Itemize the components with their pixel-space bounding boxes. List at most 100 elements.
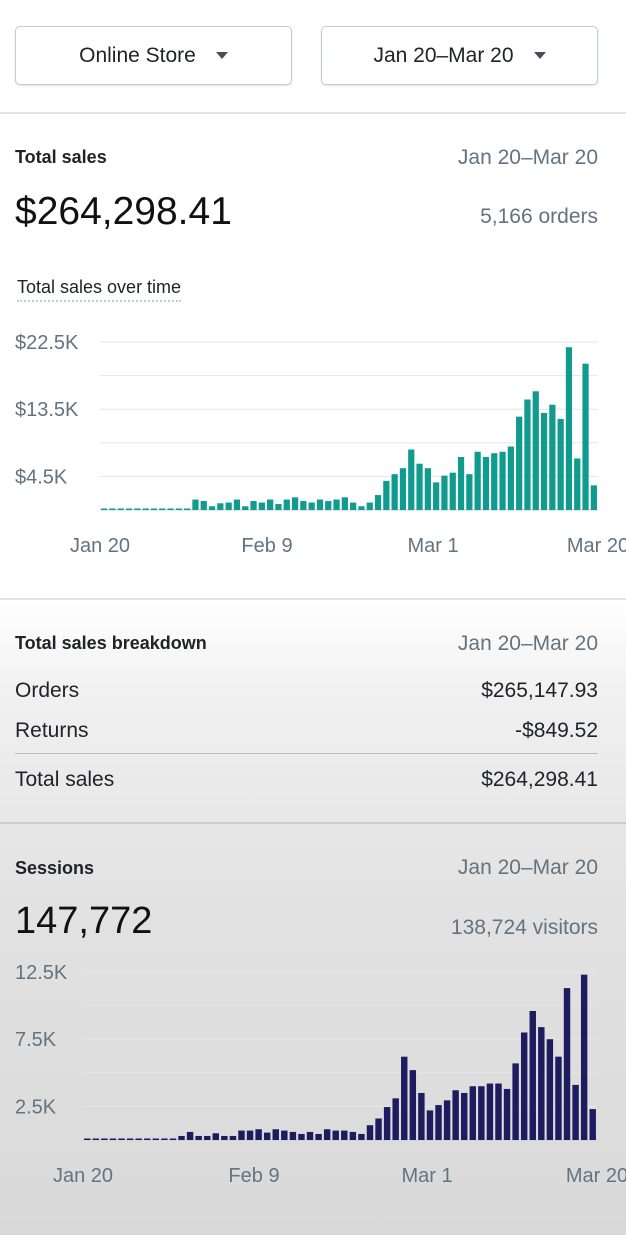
row-value: $264,298.41	[481, 768, 598, 791]
bar	[538, 1027, 545, 1140]
bar	[452, 1090, 459, 1140]
bar	[375, 1118, 382, 1140]
bar	[507, 446, 514, 510]
row-label: Total sales	[15, 768, 115, 791]
bar	[565, 347, 573, 510]
bar	[233, 499, 241, 510]
bar	[433, 482, 440, 510]
bar	[520, 1032, 528, 1140]
bar	[399, 468, 407, 510]
x-tick-label: Jan 20	[53, 1165, 113, 1187]
bar	[516, 416, 523, 510]
bar	[101, 508, 108, 510]
divider	[0, 598, 626, 600]
bar	[281, 1130, 288, 1140]
bar	[255, 1129, 262, 1140]
bar	[229, 1135, 237, 1140]
breakdown-range: Jan 20–Mar 20	[457, 632, 598, 655]
bar	[582, 363, 589, 510]
y-tick-label: 12.5K	[15, 962, 68, 984]
bar	[491, 453, 498, 510]
bar	[325, 501, 332, 510]
breakdown-row-total: Total sales $264,298.41	[15, 768, 598, 792]
divider	[15, 753, 598, 754]
bar	[242, 506, 249, 510]
x-tick-label: Mar 1	[407, 535, 458, 557]
bar	[109, 1138, 117, 1140]
bar	[416, 463, 423, 510]
bar	[144, 1138, 151, 1140]
bar	[289, 1131, 297, 1140]
bar	[418, 1092, 425, 1140]
y-tick-label: $13.5K	[15, 399, 79, 421]
bar	[186, 1131, 194, 1140]
bar	[366, 502, 373, 510]
bar	[529, 1010, 536, 1140]
bar	[178, 1135, 185, 1140]
bar	[469, 1086, 476, 1140]
bar	[546, 1039, 554, 1140]
row-label: Returns	[15, 719, 89, 742]
bar	[333, 499, 340, 510]
y-tick-label: $22.5K	[15, 332, 79, 354]
bar	[392, 1098, 399, 1140]
divider	[0, 822, 626, 824]
bar	[175, 508, 182, 510]
bar	[495, 1083, 502, 1140]
breakdown-row-orders: Orders $265,147.93	[15, 679, 598, 703]
bar	[524, 399, 531, 510]
y-tick-label: 2.5K	[15, 1096, 57, 1118]
bar	[435, 1105, 442, 1140]
bar	[316, 499, 324, 510]
bar	[283, 499, 290, 510]
bar	[101, 1138, 108, 1140]
x-tick-label: Jan 20	[70, 535, 130, 557]
sales-chart: $22.5K $13.5K $4.5K Jan 20 Feb 9 Mar 1 Mar 20	[15, 332, 626, 557]
bar	[349, 1131, 357, 1140]
x-tick-label: Feb 9	[228, 1165, 279, 1187]
bar	[200, 501, 207, 510]
bar	[409, 1070, 417, 1140]
bar	[332, 1130, 339, 1140]
breakdown-title: Total sales breakdown	[15, 633, 207, 653]
x-tick-label: Feb 9	[241, 535, 292, 557]
bar	[246, 1130, 254, 1140]
bar	[358, 1133, 365, 1140]
date-range-dropdown[interactable]: Jan 20–Mar 20	[321, 26, 598, 85]
orders-count: 5,166 orders	[480, 205, 598, 228]
x-tick-label: Mar 20	[566, 1165, 626, 1187]
bar	[574, 458, 581, 510]
sales-chart-title[interactable]: Total sales over time	[17, 277, 182, 302]
bar	[125, 508, 133, 510]
bar	[117, 508, 124, 510]
channel-dropdown[interactable]: Online Store	[15, 26, 292, 85]
total-sales-title: Total sales	[15, 147, 107, 167]
bar	[424, 468, 431, 510]
bar	[272, 1129, 279, 1140]
caret-down-icon	[533, 52, 546, 59]
bar	[383, 480, 390, 510]
bar	[590, 485, 597, 510]
bar	[152, 1138, 160, 1140]
bar	[358, 506, 365, 510]
bar	[449, 472, 456, 510]
bar	[126, 1138, 134, 1140]
row-value: $265,147.93	[481, 679, 598, 702]
y-tick-label: $4.5K	[15, 466, 68, 488]
bar	[441, 475, 448, 510]
bar	[118, 1138, 125, 1140]
bar	[142, 508, 149, 510]
bar	[109, 508, 116, 510]
visitors-count: 138,724 visitors	[450, 916, 598, 939]
sessions-count: 147,772	[15, 900, 153, 942]
bar	[540, 412, 548, 510]
bar	[383, 1107, 391, 1140]
bar	[474, 451, 481, 510]
row-label: Orders	[15, 679, 80, 702]
date-range-label: Jan 20–Mar 20	[373, 43, 514, 67]
bar	[589, 1109, 596, 1140]
sessions-range: Jan 20–Mar 20	[457, 856, 598, 879]
bar	[208, 506, 216, 510]
bar	[486, 1083, 494, 1140]
bar	[323, 1129, 331, 1140]
